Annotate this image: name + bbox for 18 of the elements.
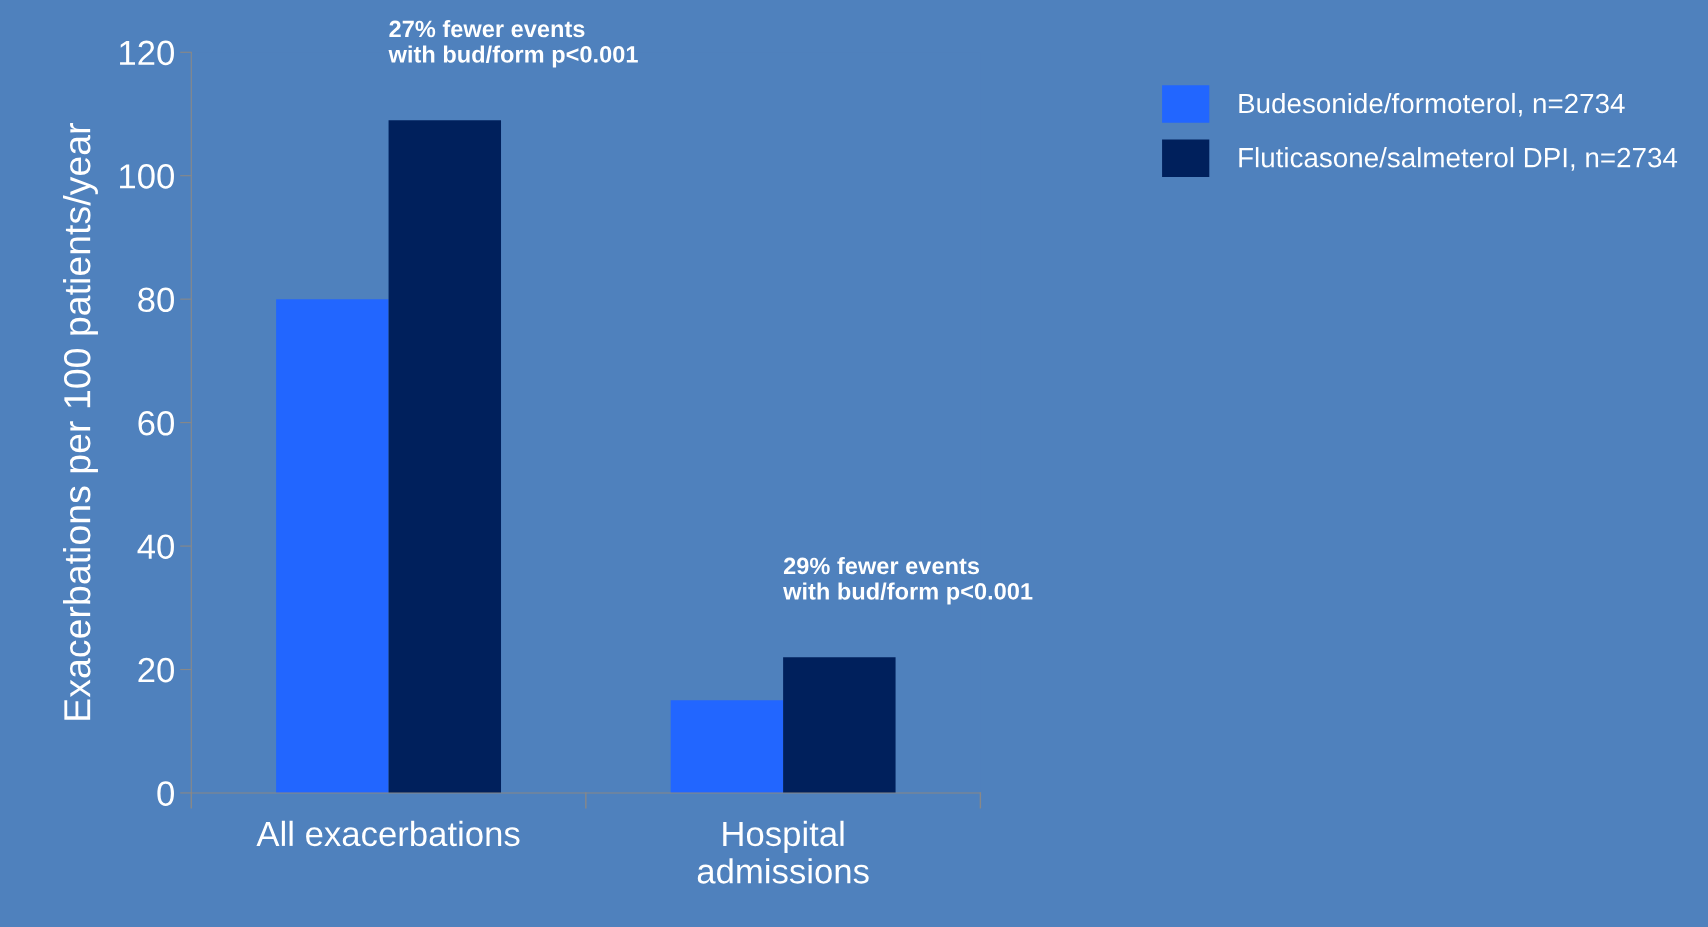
- x-tick-label: All exacerbations: [256, 820, 520, 847]
- y-tick-label: 60: [138, 410, 174, 436]
- legend-label: Budesonide/formoterol, n=2734: [1239, 92, 1625, 117]
- bar: [783, 657, 896, 793]
- bar: [670, 700, 784, 793]
- y-tick-label: 20: [138, 657, 174, 683]
- bar: [276, 299, 389, 793]
- bar: [388, 120, 502, 793]
- y-tick-label: 80: [138, 287, 174, 313]
- x-tick-label: Hospital admissions: [697, 820, 869, 884]
- annotation: 29% fewer events with bud/form p<0.001: [783, 556, 1033, 605]
- y-tick-label: 40: [137, 534, 174, 559]
- annotation: 27% fewer events with bud/form p<0.001: [388, 19, 638, 68]
- y-tick-label: 0: [157, 781, 174, 806]
- y-tick-label: 120: [120, 40, 174, 66]
- y-axis-title: Exacerbations per 100 patients/year: [63, 123, 98, 720]
- legend-label: Fluticasone/salmeterol DPI, n=2734: [1239, 147, 1678, 171]
- y-tick-label: 100: [120, 164, 174, 189]
